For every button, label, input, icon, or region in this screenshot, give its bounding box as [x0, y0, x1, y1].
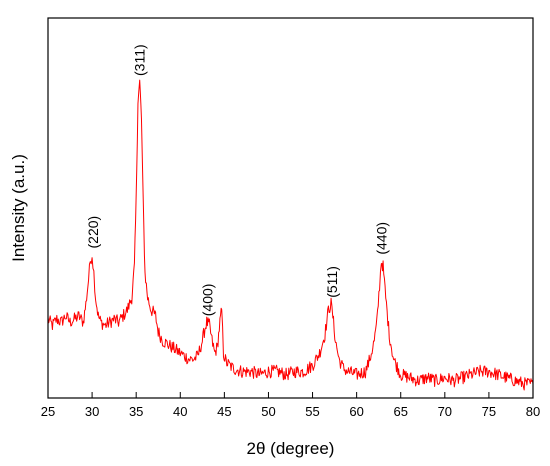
x-tick-label-60: 60 [349, 404, 363, 419]
x-tick-label-25: 25 [41, 404, 55, 419]
x-tick-label-35: 35 [129, 404, 143, 419]
peak-label-0: (220) [85, 216, 101, 249]
peak-label-4: (440) [373, 222, 389, 255]
y-axis-title: Intensity (a.u.) [9, 154, 28, 262]
x-tick-label-55: 55 [305, 404, 319, 419]
x-tick-label-40: 40 [173, 404, 187, 419]
peak-label-layer: (220) (311) (400) (511) (440) [85, 44, 389, 316]
peak-label-3: (511) [324, 266, 340, 298]
series-line-0 [47, 79, 534, 391]
plot-frame [47, 17, 534, 399]
x-tick-label-70: 70 [438, 404, 452, 419]
x-tick-label-50: 50 [261, 404, 275, 419]
line-layer [47, 79, 534, 391]
x-tick-label-65: 65 [393, 404, 407, 419]
x-tick-label-45: 45 [217, 404, 231, 419]
x-tick-label-30: 30 [85, 404, 99, 419]
x-tick-label-75: 75 [482, 404, 496, 419]
x-axis-title: 2θ (degree) [247, 439, 335, 458]
peak-label-2: (400) [200, 284, 216, 317]
tick-layer: 25 30 35 40 45 50 55 60 65 70 75 80 [41, 392, 540, 419]
peak-label-1: (311) [132, 44, 148, 76]
x-tick-label-80: 80 [526, 404, 540, 419]
